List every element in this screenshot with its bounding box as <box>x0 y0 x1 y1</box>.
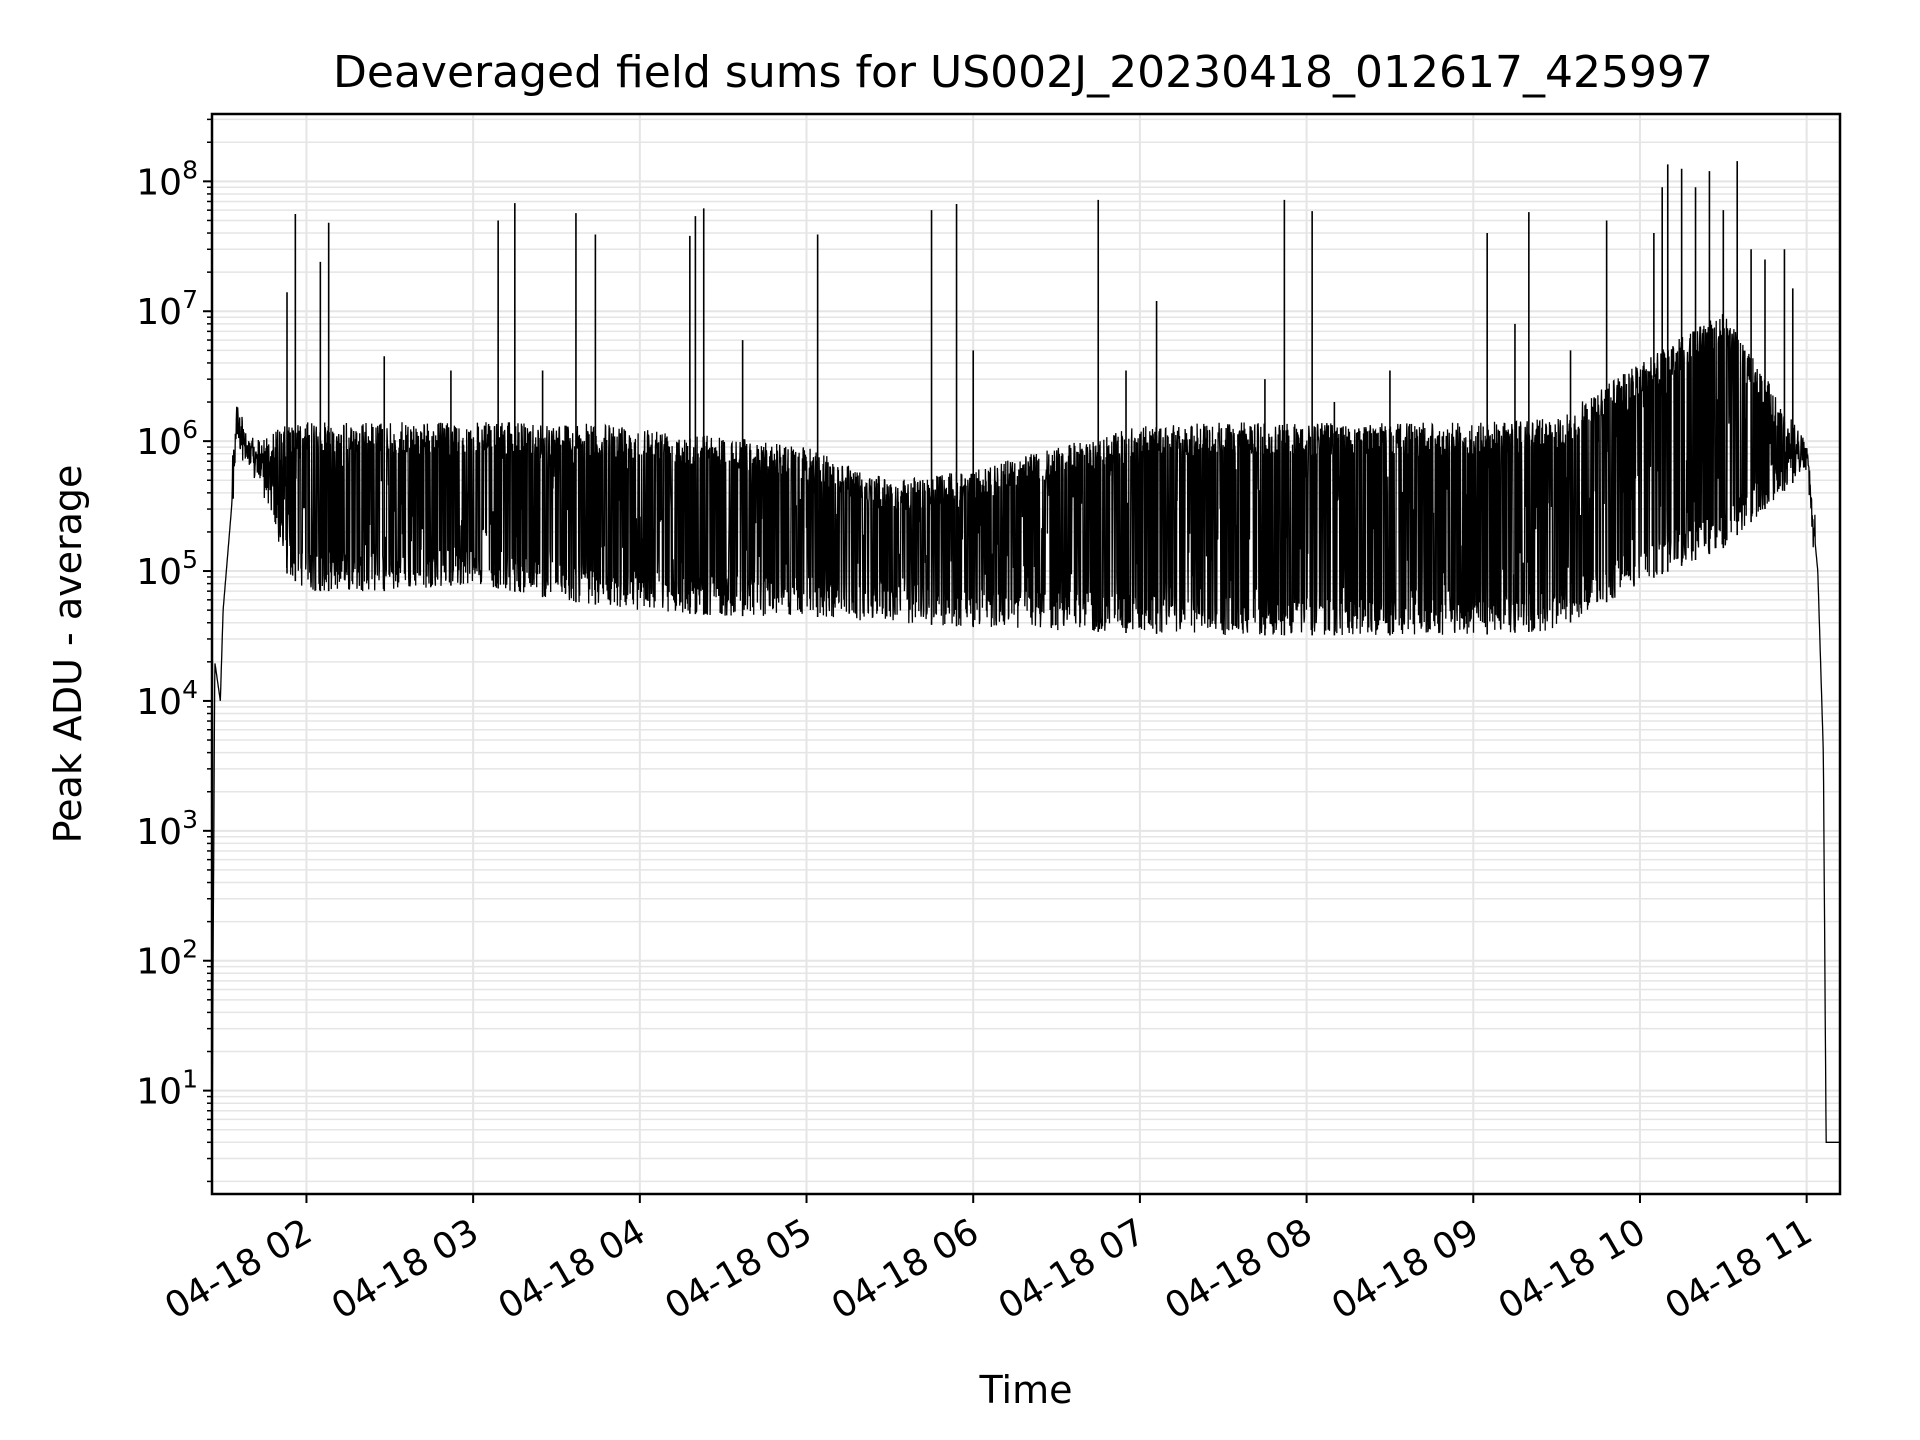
y-tick-label: 107 <box>136 285 198 333</box>
y-tick-label: 101 <box>136 1065 198 1113</box>
y-tick-label: 102 <box>136 935 198 983</box>
chart-title: Deaveraged field sums for US002J_2023041… <box>333 47 1713 98</box>
y-tick-label: 106 <box>136 415 198 463</box>
y-tick-label: 108 <box>136 155 198 203</box>
y-tick-label: 103 <box>136 805 198 853</box>
y-axis-label: Peak ADU - average <box>46 465 90 844</box>
series-group <box>211 161 1840 1159</box>
plot-frame <box>210 112 1842 1196</box>
grid <box>212 114 1840 1194</box>
y-tick-label: 104 <box>136 675 198 723</box>
series-line <box>211 314 1840 1159</box>
y-tick-label: 105 <box>136 545 198 593</box>
x-axis-label: Time <box>979 1368 1073 1412</box>
